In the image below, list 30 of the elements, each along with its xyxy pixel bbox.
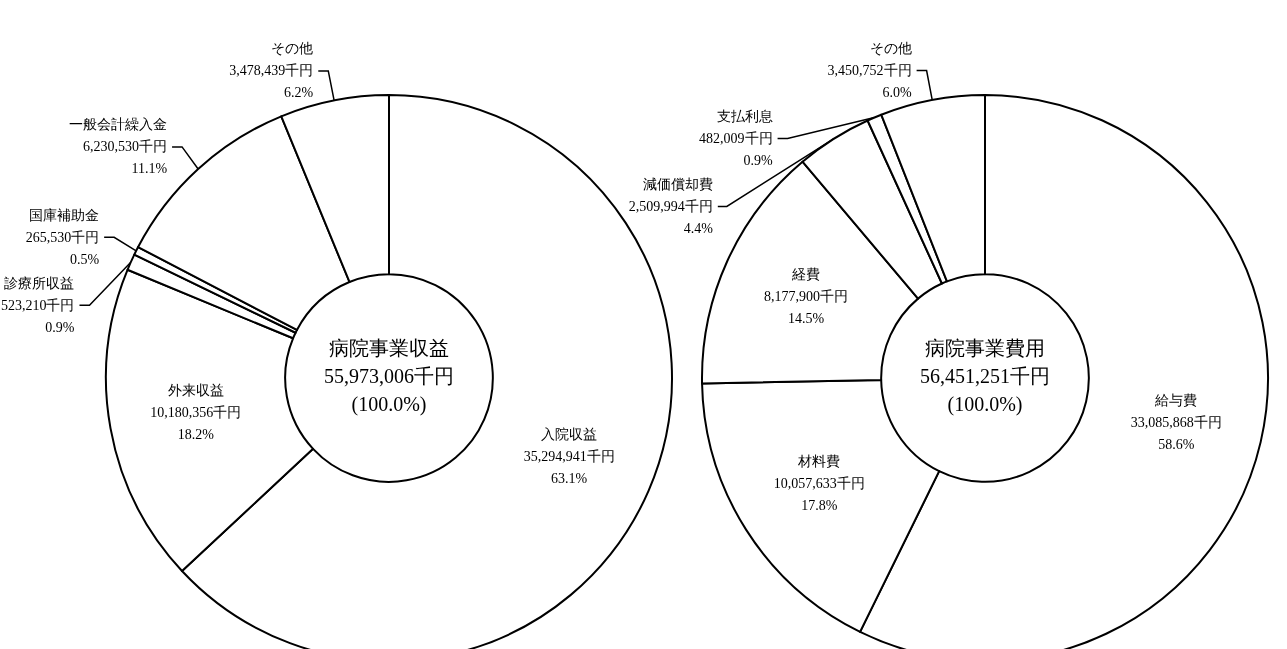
text: 55,973,006千円 [324, 365, 454, 387]
data-label: 482,009千円 0.9% [699, 131, 773, 168]
text: 病院事業収益 [329, 337, 449, 359]
text: (100.0%) [351, 393, 427, 416]
text: (100.0%) [947, 393, 1023, 416]
slice-label: 入院収益 [541, 426, 598, 442]
data-label: 35,294,941千円 63.1% [523, 448, 615, 486]
slice-label: 材料費 [797, 453, 841, 469]
slice-label: その他 [271, 41, 314, 57]
slice-label: 外来収益 [167, 383, 224, 399]
slice-label: 支払利息 [716, 109, 773, 124]
data-label: 10,180,356千円 18.2% [150, 405, 242, 443]
data-label: 6,230,530千円 11.1% [83, 139, 168, 177]
slice-label: 経費 [791, 267, 821, 283]
text: 56,451,251千円 [920, 365, 1050, 387]
slice-label: 減価償却費 [642, 177, 713, 192]
data-label: 3,450,752千円 6.0% [827, 63, 912, 100]
data-label: 3,478,439千円 6.2% [229, 63, 314, 101]
data-label: 265,530千円 0.5% [25, 229, 100, 267]
slice-label: 給与費 [1154, 393, 1198, 409]
slice-label: 診療所収益 [4, 275, 75, 291]
slice-label: 国庫補助金 [29, 207, 100, 223]
data-label: 8,177,900千円 14.5% [764, 289, 849, 327]
data-label: 10,057,633千円 17.8% [773, 475, 865, 513]
slice-label: その他 [869, 41, 912, 56]
data-label: 2,509,994千円 4.4% [628, 199, 714, 236]
data-label: 523,210千円 0.9% [0, 297, 75, 335]
slice-label: 一般会計繰入金 [69, 117, 168, 133]
text: 病院事業費用 [925, 337, 1045, 359]
data-label: 33,085,868千円 58.6% [1130, 415, 1222, 453]
